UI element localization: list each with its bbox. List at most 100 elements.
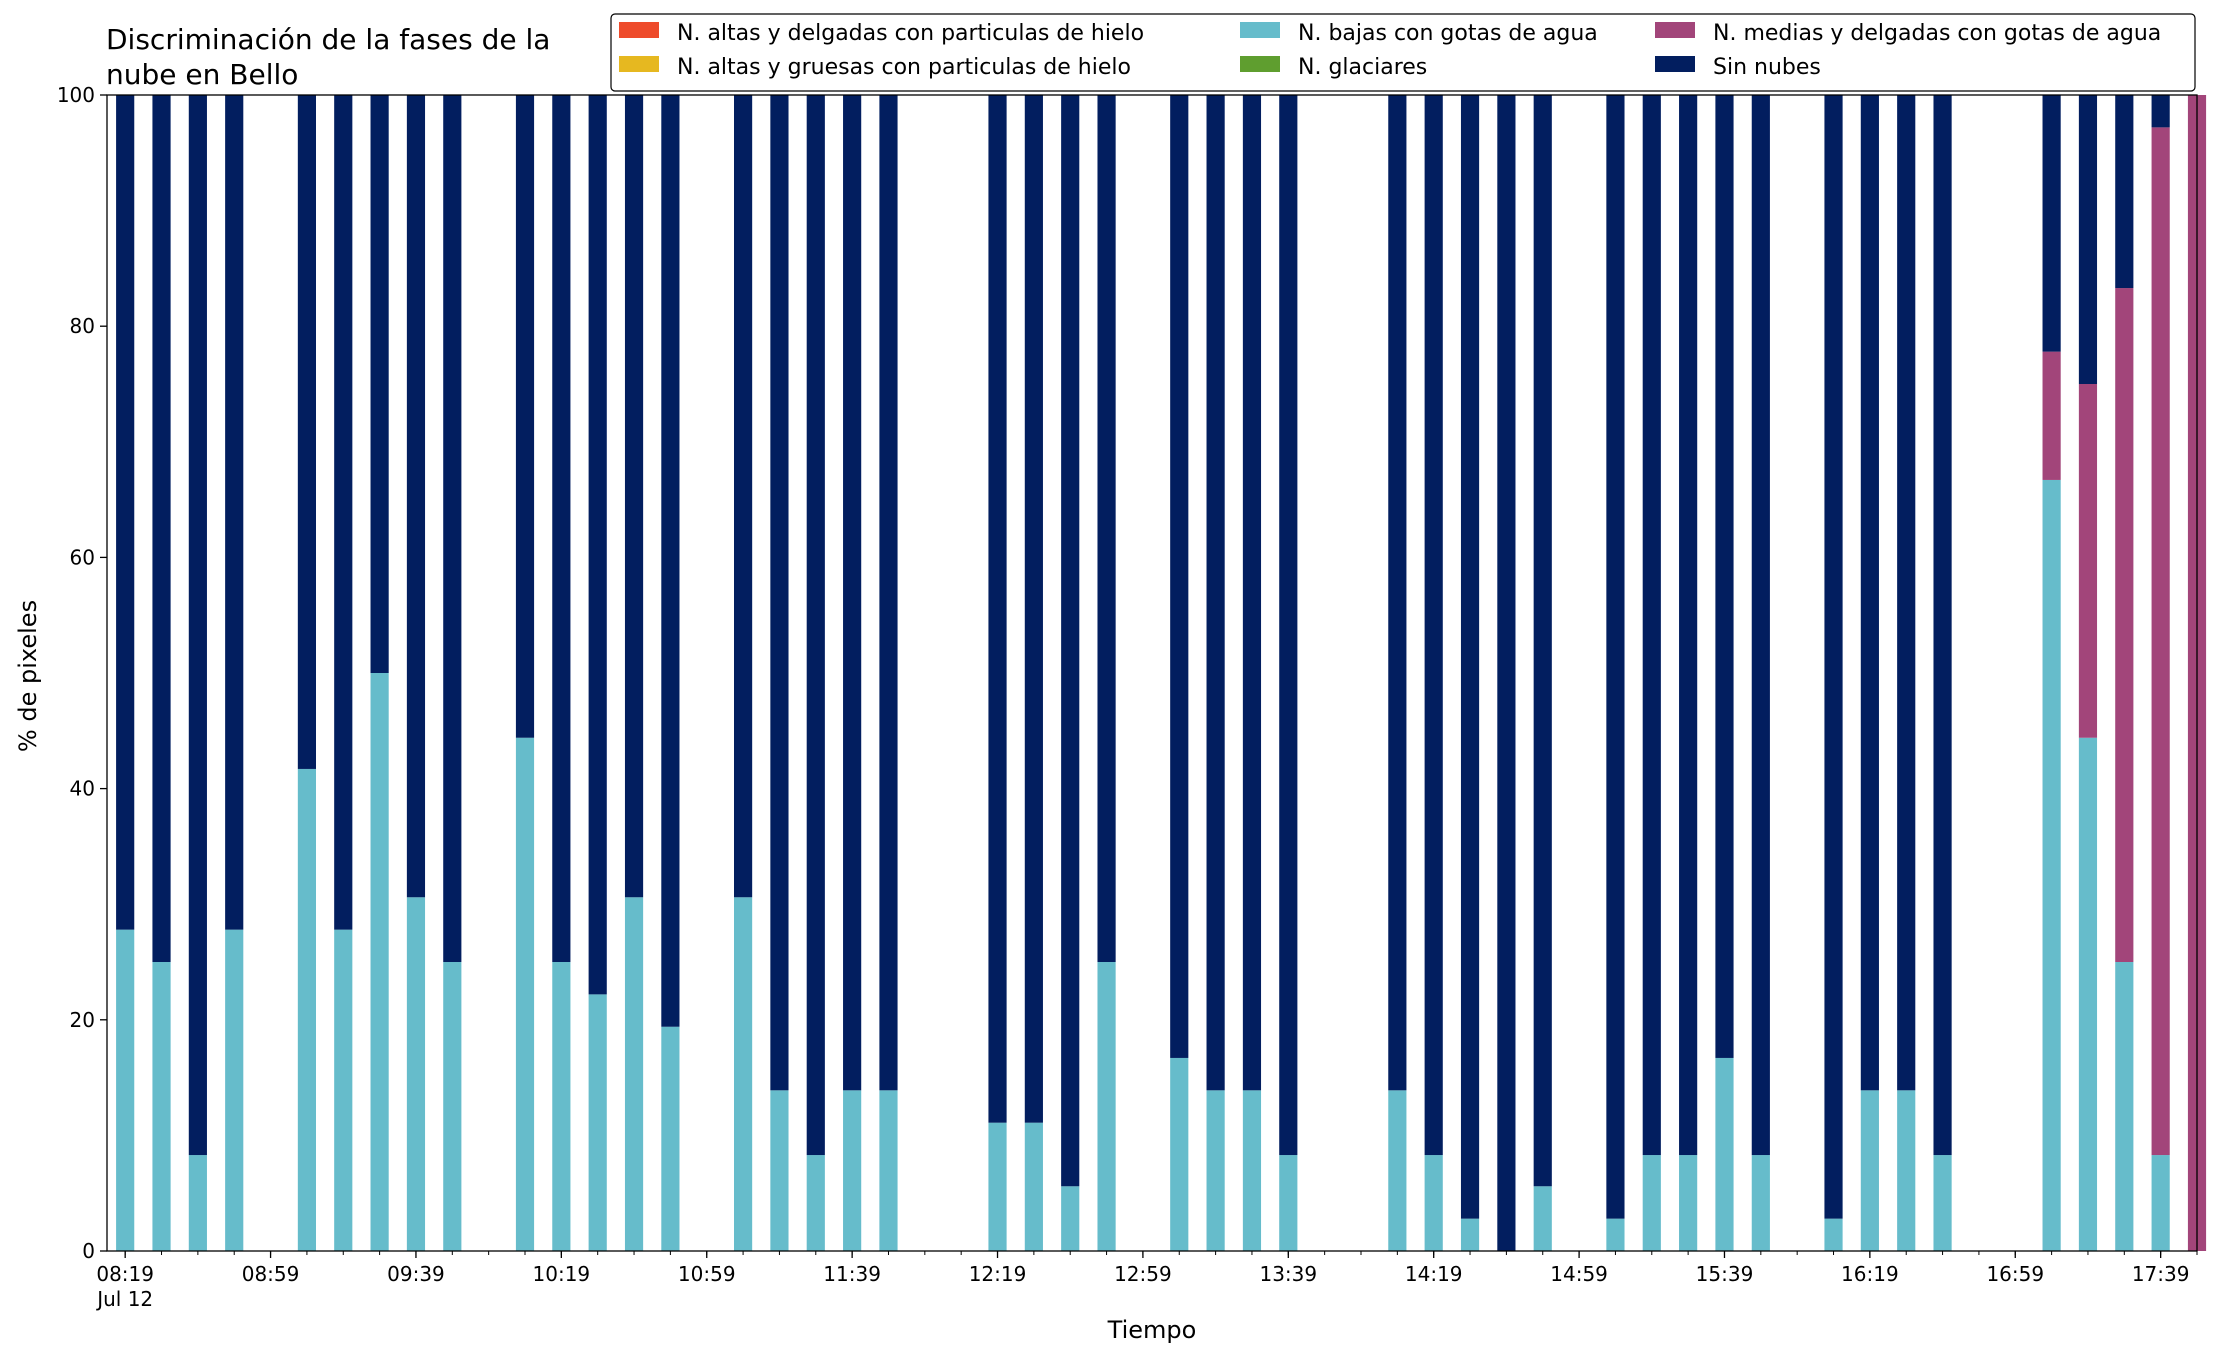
bar-segment-bajas [588,994,607,1251]
bar-segment-bajas [1242,1090,1262,1251]
bar-segment-sin-nubes [734,95,753,898]
legend-swatch [1655,56,1695,72]
y-tick-label: 60 [70,545,95,569]
bar-segment-sin-nubes [588,95,607,995]
bar-segment-sin-nubes [1824,95,1843,1219]
legend-swatch [1240,56,1280,72]
bar-segment-bajas [2151,1155,2170,1251]
x-tick-label: 16:19 [1841,1262,1899,1286]
bar-segment-bajas [1897,1090,1916,1251]
bar-segment-bajas [1460,1218,1480,1251]
x-tick-label: 14:19 [1405,1262,1463,1286]
bar-segment-bajas [1206,1090,1225,1251]
bar-segment-medias [2115,288,2134,962]
bar-segment-sin-nubes [188,95,207,1156]
x-axis-label: Tiempo [1107,1316,1197,1344]
bar-segment-sin-nubes [152,95,171,962]
bar-segment-bajas [1606,1218,1625,1251]
bar-segment-bajas [225,929,244,1251]
bar-segment-bajas [443,962,462,1251]
bar-segment-medias [2078,384,2098,738]
bar-segment-sin-nubes [225,95,244,930]
bar-segment-bajas [1279,1155,1298,1251]
x-tick-label: 17:39 [2132,1262,2190,1286]
bar-segment-sin-nubes [1860,95,1879,1091]
bar-segment-bajas [734,897,753,1251]
y-axis-label: % de pixeles [14,600,42,752]
bar-segment-sin-nubes [2151,95,2170,128]
bar-segment-bajas [843,1090,862,1251]
x-tick-label: 08:59 [242,1262,300,1286]
y-tick-label: 20 [70,1008,95,1032]
bar-segment-bajas [2042,479,2061,1251]
legend-label: N. glaciares [1298,55,1427,80]
bar-segment-bajas [334,929,353,1251]
bar-segment-bajas [1388,1090,1407,1251]
legend-swatch [619,56,659,72]
bar-segment-sin-nubes [843,95,862,1091]
bar-segment-bajas [1170,1057,1189,1251]
bar-segment-sin-nubes [1242,95,1262,1091]
bar-segment-sin-nubes [988,95,1007,1123]
bar-segment-bajas [2078,737,2098,1251]
bar-segment-bajas [1860,1090,1879,1251]
bar-segment-sin-nubes [1897,95,1916,1091]
bar-segment-sin-nubes [1279,95,1298,1156]
bar-segment-sin-nubes [443,95,462,962]
bar-segment-sin-nubes [1715,95,1734,1058]
legend-label: N. altas y delgadas con particulas de hi… [677,21,1144,46]
bar-segment-sin-nubes [1606,95,1625,1219]
bar-segment-bajas [515,737,535,1251]
x-tick-sublabel: Jul 12 [95,1287,153,1311]
bar-segment-bajas [1061,1186,1080,1251]
bar-segment-sin-nubes [1642,95,1661,1156]
bar-segment-bajas [188,1155,207,1251]
bar-segment-medias [2151,127,2170,1156]
bar-segment-sin-nubes [2042,95,2061,352]
x-tick-label: 10:19 [533,1262,591,1286]
bar-segment-bajas [1824,1218,1843,1251]
bar-segment-sin-nubes [1933,95,1952,1156]
bar-segment-sin-nubes [1061,95,1080,1187]
bar-segment-sin-nubes [334,95,353,930]
bar-segment-sin-nubes [1751,95,1770,1156]
bar-segment-sin-nubes [806,95,825,1156]
y-tick-label: 40 [70,777,95,801]
bar-segment-sin-nubes [1497,95,1516,1251]
bar-segment-sin-nubes [770,95,789,1091]
legend-label: N. altas y gruesas con particulas de hie… [677,55,1131,80]
bar-segment-sin-nubes [1024,95,1043,1123]
bar-segment-bajas [661,1026,680,1251]
bar-segment-sin-nubes [515,95,535,738]
plot-frame [106,94,2198,1252]
legend-box [610,13,2196,92]
chart-title-line-2: nube en Bello [106,58,298,91]
bar-segment-medias [2042,351,2061,480]
bar-segment-bajas [1679,1155,1698,1251]
bar-segment-bajas [1642,1155,1661,1251]
bars [116,95,2207,1251]
x-tick-label: 09:39 [387,1262,445,1286]
bar-segment-sin-nubes [1533,95,1552,1187]
bar-segment-bajas [879,1090,898,1251]
chart-title-line-1: Discriminación de la fases de la [106,23,550,56]
bar-segment-bajas [1533,1186,1552,1251]
bar-segment-bajas [370,673,389,1251]
legend-swatch [619,22,659,38]
bar-segment-bajas [116,929,135,1251]
bar-segment-bajas [552,962,571,1251]
bar-segment-bajas [1424,1155,1443,1251]
x-tick-label: 11:39 [823,1262,881,1286]
y-tick-label: 0 [82,1239,95,1263]
bar-segment-bajas [1715,1057,1734,1251]
bar-segment-sin-nubes [116,95,135,930]
bar-segment-sin-nubes [1170,95,1189,1058]
bar-segment-sin-nubes [1388,95,1407,1091]
y-tick-label: 80 [70,314,95,338]
bar-segment-bajas [1751,1155,1770,1251]
bar-segment-sin-nubes [879,95,898,1091]
bar-segment-sin-nubes [297,95,316,769]
bar-segment-sin-nubes [1424,95,1443,1156]
bar-segment-sin-nubes [2115,95,2134,289]
